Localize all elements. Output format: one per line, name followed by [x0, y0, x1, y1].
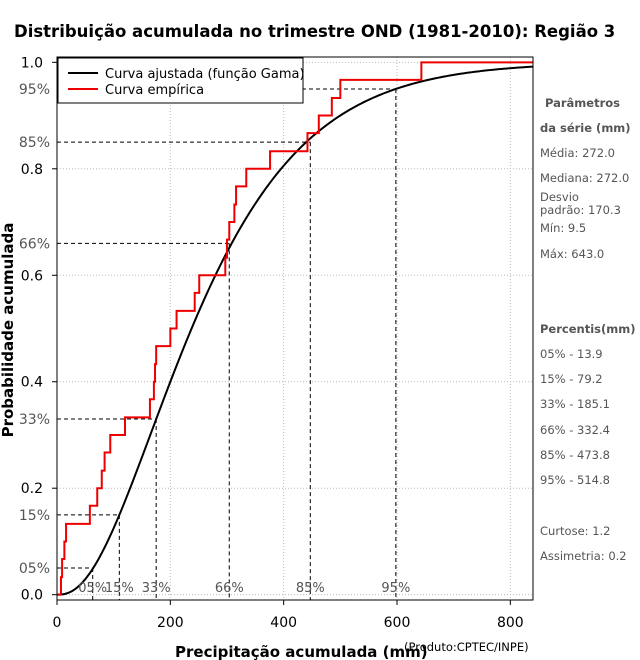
stat-desvio-2: padrão: 170.3 [540, 203, 621, 217]
y-percentile-label-85%: 85% [19, 135, 50, 151]
x-axis-ticks: 0 200 400 600 800 [53, 600, 524, 631]
x-percentile-label-05%: 05% [78, 581, 107, 596]
percentil-15: 15% - 79.2 [540, 372, 603, 386]
y-percentile-labels: 05% 15% 33% 66% 85% 95% [19, 82, 50, 577]
x-tick-label-200: 200 [157, 615, 184, 631]
legend-label-empirical: Curva empírica [105, 83, 204, 98]
y-axis-ticks: 0.0 0.2 0.4 0.6 0.8 1.0 [21, 55, 57, 604]
y-tick-label-3: 0.6 [21, 268, 43, 284]
x-percentile-label-95%: 95% [381, 581, 410, 596]
y-tick-label-0: 0.0 [21, 588, 43, 604]
chart-title: Distribuição acumulada no trimestre OND … [14, 22, 615, 41]
percentil-33: 33% - 185.1 [540, 397, 610, 411]
stat-assimetria: Assimetria: 0.2 [540, 549, 627, 563]
stat-curtose: Curtose: 1.2 [540, 524, 610, 538]
empirical-step-line [57, 61, 533, 596]
y-percentile-label-66%: 66% [19, 236, 50, 252]
legend: Curva ajustada (função Gama) Curva empír… [57, 57, 305, 104]
x-percentile-labels: 05%15% 33% 66% 85% 95% [78, 581, 410, 596]
legend-label-gamma: Curva ajustada (função Gama) [105, 67, 305, 82]
x-percentile-label-85%: 85% [296, 581, 325, 596]
gamma-fit-line [56, 65, 534, 596]
x-axis-label: Precipitação acumulada (mm) [175, 643, 428, 660]
x-tick-label-400: 400 [270, 615, 297, 631]
y-percentile-label-15%: 15% [19, 508, 50, 524]
x-percentile-label-66%: 66% [215, 581, 244, 596]
credit-label: (Produto:CPTEC/INPE) [404, 640, 529, 654]
y-tick-label-4: 0.8 [21, 162, 43, 178]
params-title-1: Parâmetros [545, 96, 620, 110]
y-percentile-label-95%: 95% [19, 82, 50, 98]
stat-min: Mín: 9.5 [540, 221, 586, 235]
y-axis-label: Probabilidade acumulada [0, 223, 17, 438]
stat-media: Média: 272.0 [540, 146, 615, 160]
y-tick-label-5: 1.0 [21, 55, 43, 71]
y-percentile-label-33%: 33% [19, 412, 50, 428]
x-tick-label-800: 800 [497, 615, 524, 631]
percentil-85: 85% - 473.8 [540, 448, 610, 462]
percentis-title: Percentis(mm) [540, 322, 635, 336]
plot-frame [56, 56, 534, 601]
y-tick-label-1: 0.2 [21, 481, 43, 497]
x-percentile-label-33%: 33% [142, 581, 171, 596]
y-tick-label-2: 0.4 [21, 375, 43, 391]
stat-max: Máx: 643.0 [540, 247, 604, 261]
x-tick-label-600: 600 [384, 615, 411, 631]
curves [56, 61, 534, 596]
x-tick-label-0: 0 [53, 615, 62, 631]
grid [56, 57, 533, 600]
y-percentile-label-05%: 05% [19, 561, 50, 577]
percentil-95: 95% - 514.8 [540, 473, 610, 487]
percentil-05: 05% - 13.9 [540, 347, 603, 361]
percentile-guides [57, 88, 397, 600]
stat-mediana: Mediana: 272.0 [540, 171, 629, 185]
x-percentile-label-15%: 15% [105, 581, 134, 596]
params-title-2: da série (mm) [540, 121, 631, 135]
stat-desvio-1: Desvio [540, 190, 579, 204]
percentil-66: 66% - 332.4 [540, 423, 610, 437]
side-panel: Parâmetros da série (mm) Média: 272.0 Me… [540, 96, 635, 563]
